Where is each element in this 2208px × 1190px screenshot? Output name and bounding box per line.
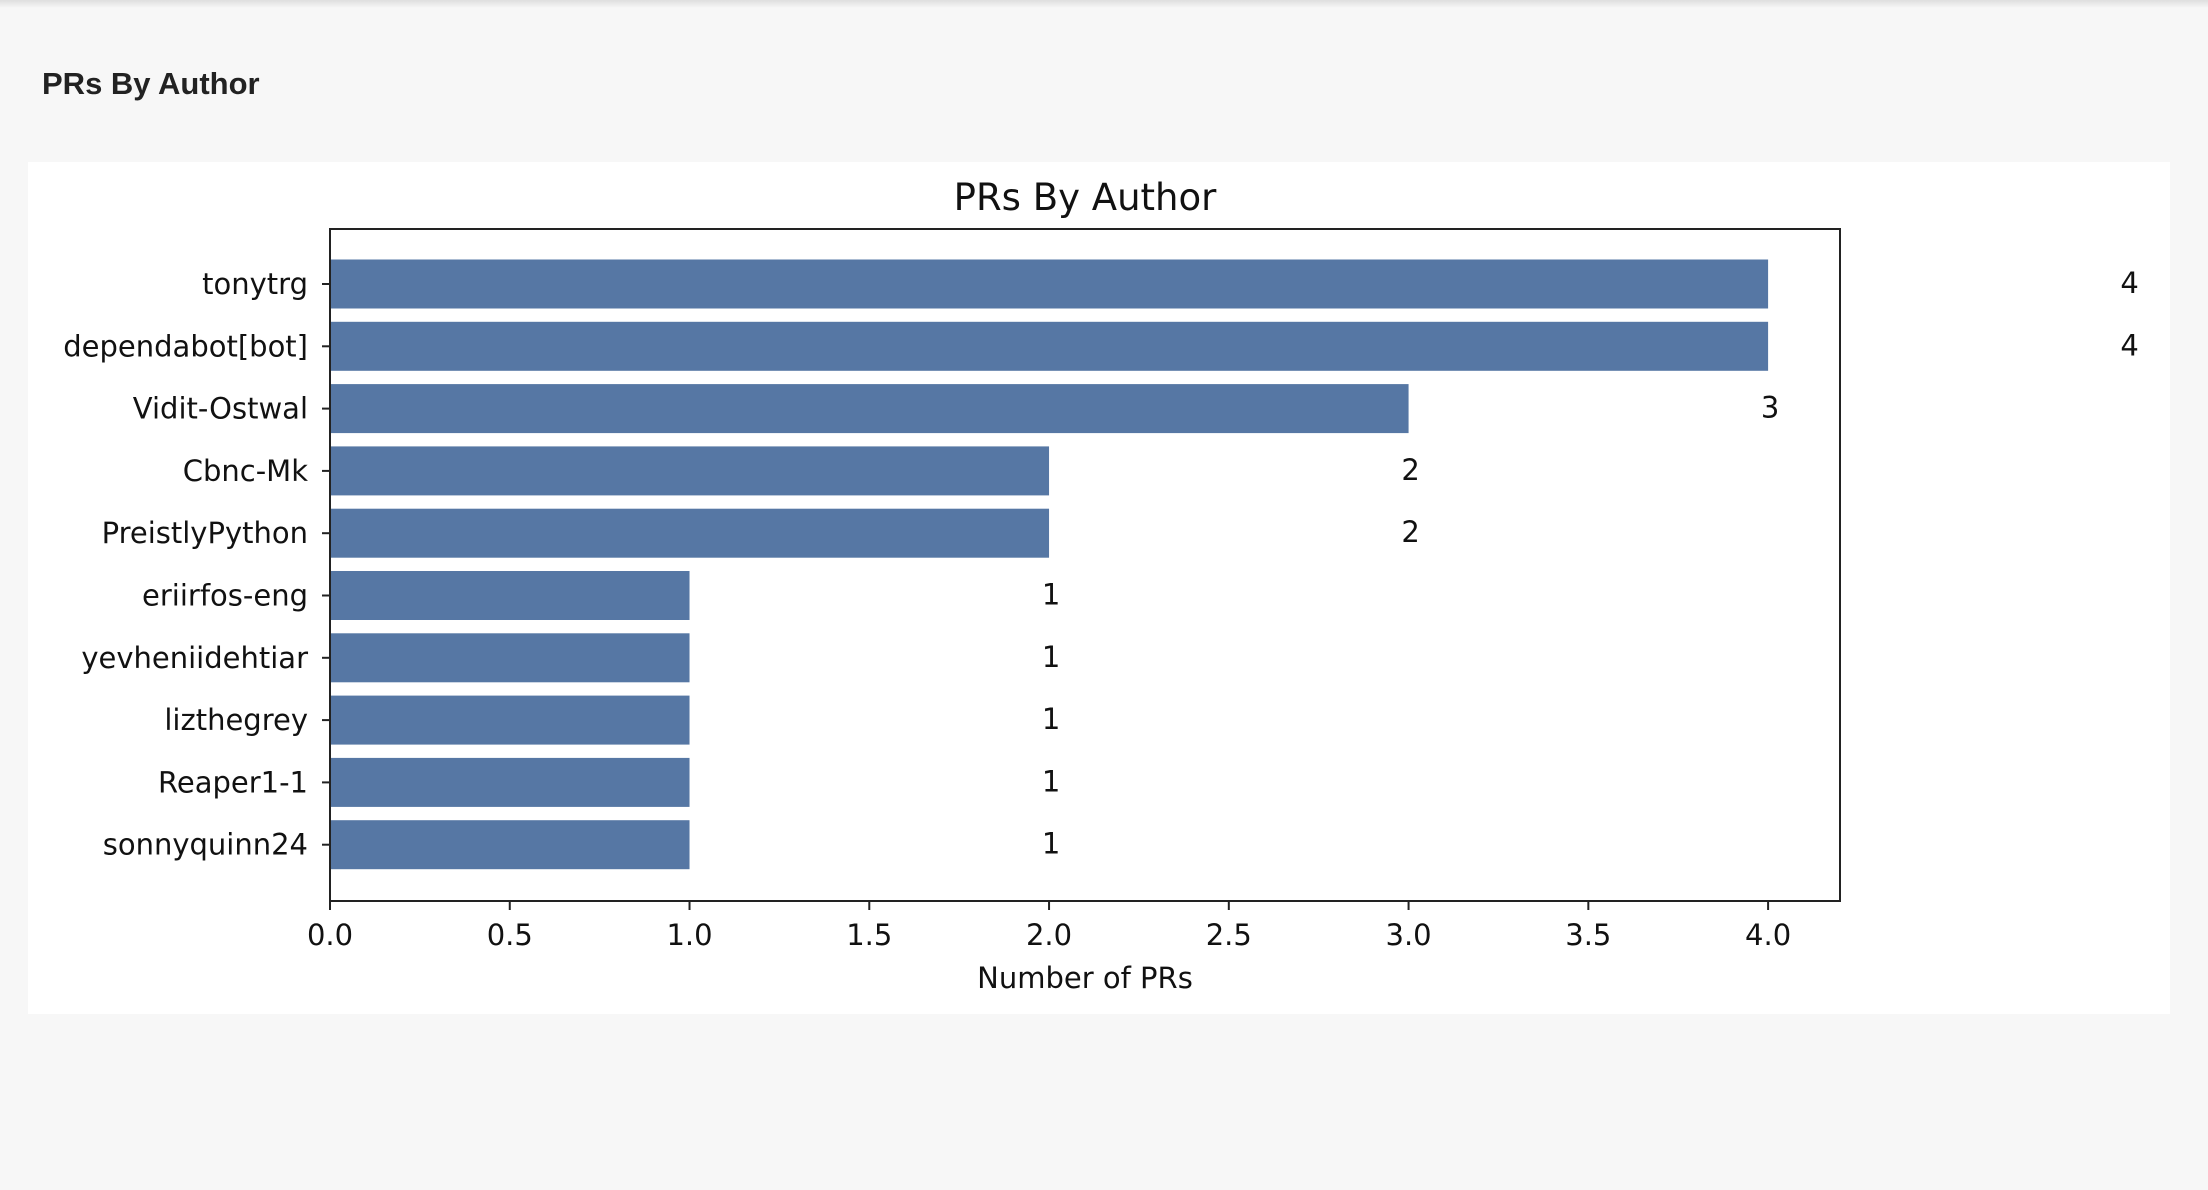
y-tick-label: lizthegrey bbox=[164, 703, 308, 737]
bar bbox=[330, 508, 1050, 558]
bar-value-label: 1 bbox=[1042, 578, 1060, 612]
bar bbox=[330, 571, 690, 620]
y-tick-label: yevheniidehtiar bbox=[81, 641, 308, 675]
bar bbox=[330, 695, 690, 745]
chart-title: PRs By Author bbox=[954, 176, 1217, 219]
y-tick-label: Cbnc-Mk bbox=[183, 454, 308, 488]
y-tick-label: PreistlyPython bbox=[102, 516, 308, 550]
plot-frame bbox=[329, 228, 1841, 902]
bar-value-label: 2 bbox=[1401, 453, 1419, 487]
y-tick-label: tonytrg bbox=[202, 267, 308, 301]
x-tick-label: 0.0 bbox=[307, 918, 353, 952]
bars-layer bbox=[330, 259, 1769, 870]
bar-value-label: 1 bbox=[1042, 764, 1060, 798]
bar-value-label: 2 bbox=[1401, 515, 1419, 549]
chart-card: PRs By Author 4 4 3 2 2 1 1 1 1 1 tonytrg dependab… bbox=[28, 162, 2170, 1014]
x-axis: 0.0 0.5 1.0 1.5 2.0 2.5 3.0 3.5 4.0 bbox=[307, 901, 1791, 952]
bar-value-label: 3 bbox=[1761, 391, 1779, 425]
y-tick-label: dependabot[bot] bbox=[63, 329, 308, 363]
bar-value-label: 4 bbox=[2120, 266, 2138, 300]
bar-value-label: 1 bbox=[1042, 640, 1060, 674]
y-tick-label: Vidit-Ostwal bbox=[133, 392, 308, 426]
x-tick-label: 1.5 bbox=[846, 918, 892, 952]
bar-value-label: 1 bbox=[1042, 827, 1060, 861]
bar bbox=[330, 321, 1769, 371]
value-labels-layer: 4 4 3 2 2 1 1 1 1 1 bbox=[1042, 266, 2139, 861]
x-tick-label: 2.0 bbox=[1026, 918, 1072, 952]
page-heading: PRs By Author bbox=[42, 66, 260, 101]
bar bbox=[330, 259, 1769, 309]
x-tick-label: 3.5 bbox=[1565, 918, 1611, 952]
x-tick-label: 3.0 bbox=[1386, 918, 1432, 952]
x-tick-label: 1.0 bbox=[666, 918, 712, 952]
bar bbox=[330, 820, 690, 870]
x-axis-label: Number of PRs bbox=[977, 961, 1193, 995]
bar bbox=[330, 446, 1050, 496]
x-tick-label: 0.5 bbox=[487, 918, 533, 952]
bar-chart: PRs By Author 4 4 3 2 2 1 1 1 1 1 tonytrg dependab… bbox=[63, 176, 2139, 995]
bar-value-label: 1 bbox=[1042, 702, 1060, 736]
x-tick-label: 2.5 bbox=[1206, 918, 1252, 952]
y-tick-label: Reaper1-1 bbox=[158, 765, 308, 799]
y-tick-label: sonnyquinn24 bbox=[103, 828, 308, 862]
bar-value-label: 4 bbox=[2120, 328, 2138, 362]
y-tick-label: eriirfos-eng bbox=[142, 579, 308, 613]
top-shadow bbox=[0, 0, 2208, 8]
bar bbox=[330, 633, 690, 683]
bar bbox=[330, 757, 690, 807]
x-tick-label: 4.0 bbox=[1745, 918, 1791, 952]
bar bbox=[330, 384, 1409, 434]
y-axis: tonytrg dependabot[bot] Vidit-Ostwal Cbnc-M… bbox=[63, 267, 330, 862]
